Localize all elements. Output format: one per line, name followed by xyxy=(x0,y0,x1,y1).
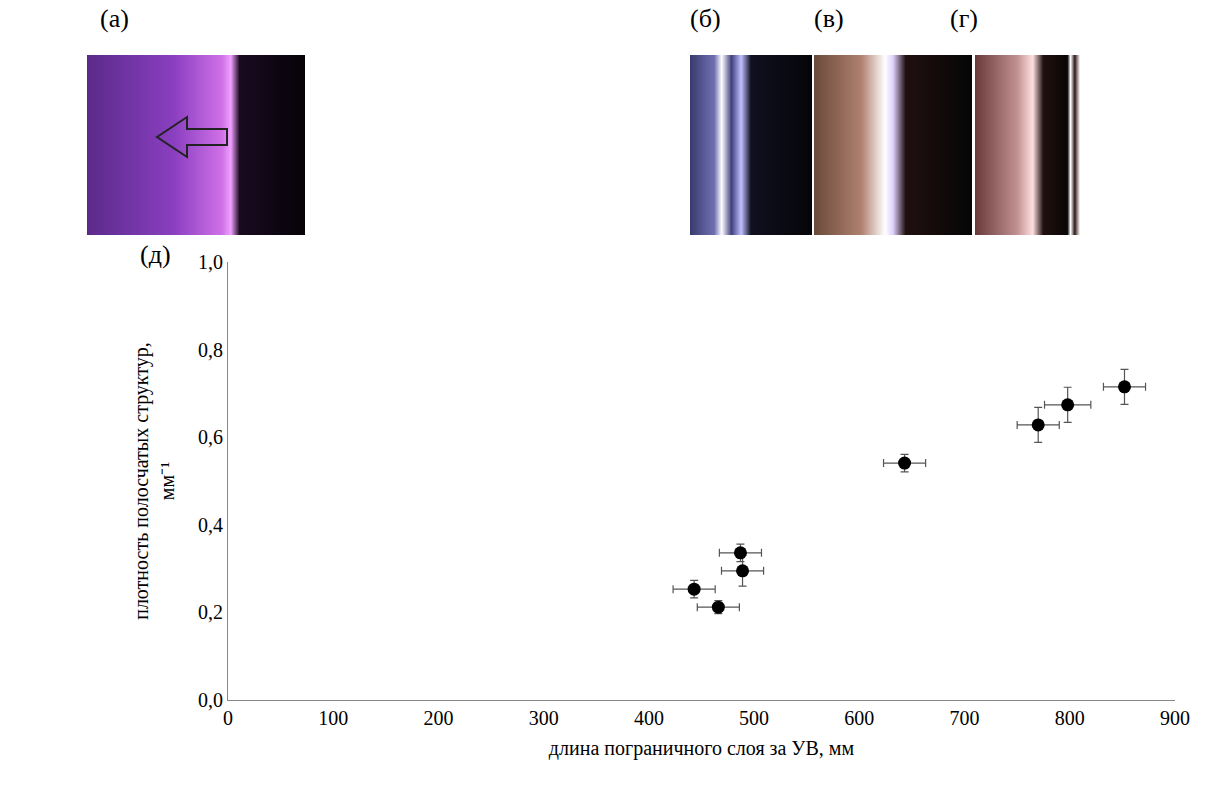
svg-text:0,6: 0,6 xyxy=(198,426,223,448)
svg-text:0: 0 xyxy=(223,707,233,729)
svg-text:100: 100 xyxy=(318,707,348,729)
svg-text:700: 700 xyxy=(950,707,980,729)
html-text:(а): (а) xyxy=(100,4,129,33)
html-text:(г): (г) xyxy=(950,4,978,33)
svg-text:500: 500 xyxy=(739,707,769,729)
svg-text:900: 900 xyxy=(1160,707,1190,729)
svg-text:плотность полосчатых структур,: плотность полосчатых структур,мм⁻¹ xyxy=(130,342,178,620)
svg-text:1,0: 1,0 xyxy=(198,251,223,273)
svg-text:0,2: 0,2 xyxy=(198,601,223,623)
svg-text:600: 600 xyxy=(844,707,874,729)
svg-text:длина пограничного слоя за УВ,: длина пограничного слоя за УВ, мм xyxy=(549,737,855,760)
svg-text:400: 400 xyxy=(634,707,664,729)
svg-text:0,4: 0,4 xyxy=(198,514,223,536)
html-text:(б): (б) xyxy=(690,4,721,33)
svg-text:300: 300 xyxy=(529,707,559,729)
svg-text:0,0: 0,0 xyxy=(198,689,223,711)
html-text:(в): (в) xyxy=(814,4,844,33)
html-text:(д): (д) xyxy=(140,240,171,269)
svg-text:0,8: 0,8 xyxy=(198,339,223,361)
svg-text:800: 800 xyxy=(1055,707,1085,729)
svg-text:200: 200 xyxy=(423,707,453,729)
